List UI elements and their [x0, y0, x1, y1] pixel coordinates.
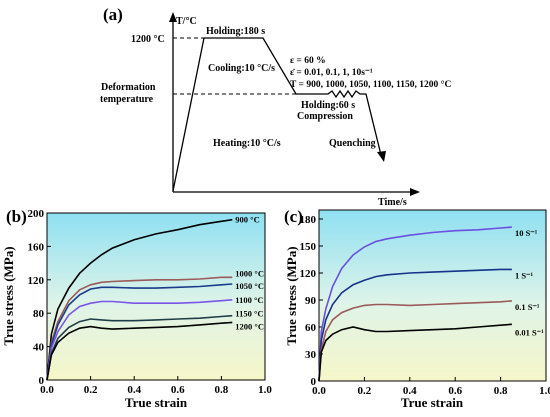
y-tick-label-1: 40 [33, 342, 45, 354]
y-tick-label-3: 90 [305, 295, 317, 307]
panel-b-ylabel: True stress (MPa) [1, 246, 16, 345]
series-label-2: 0.1 S⁻¹ [515, 302, 540, 312]
series-label-3: 0.01 S⁻¹ [515, 327, 544, 337]
x-tick-label-1: 0.2 [358, 385, 372, 397]
panel-a-ylabel: T/°C [176, 16, 197, 27]
y-tick-label-2: 80 [33, 308, 45, 320]
y-tick-label-3: 120 [28, 275, 45, 287]
panel-c-plot-area [319, 210, 546, 381]
panel-b-plot-area [47, 213, 265, 380]
panel-a-quench-arrow [377, 151, 386, 162]
panel-a-tick-temperature: temperature [100, 94, 154, 105]
panel-a-temps: T = 900, 1000, 1050, 1100, 1150, 1200 °C [290, 79, 451, 90]
y-tick-label-5: 150 [300, 241, 317, 253]
series-label-1: 1 S⁻¹ [515, 270, 534, 280]
panel-a-tick-1200: 1200 °C [131, 34, 165, 45]
x-tick-label-1: 0.2 [84, 384, 98, 396]
y-tick-label-1: 30 [305, 349, 317, 361]
panel-a-label: (a) [103, 5, 123, 24]
panel-a-rate: ε̇ = 0.01, 0.1, 1, 10s⁻¹ [290, 67, 373, 78]
x-tick-label-5: 1.0 [539, 385, 550, 397]
panel-a-compression: Compression [297, 111, 353, 122]
panel-a-holding1: Holding:180 s [206, 26, 265, 37]
panel-a-quenching: Quenching [329, 138, 376, 149]
y-tick-label-2: 60 [305, 322, 317, 334]
series-label-0: 900 °C [235, 215, 259, 225]
series-label-0: 10 S⁻¹ [515, 228, 538, 238]
panel-a-x-arrow [410, 188, 420, 196]
series-label-3: 1100 °C [235, 295, 263, 305]
y-tick-label-4: 120 [300, 268, 317, 280]
panel-a-heating: Heating:10 °C/s [213, 138, 281, 149]
panel-a-epsilon: ε = 60 % [290, 56, 326, 66]
series-label-4: 1150 °C [235, 309, 263, 319]
panel-a: (a) T/°C Time/s 1200 °C Deformation temp… [100, 5, 451, 208]
panel-c-xlabel: True strain [401, 395, 464, 410]
x-tick-label-4: 0.8 [494, 385, 508, 397]
x-tick-label-5: 1.0 [258, 384, 272, 396]
y-tick-label-5: 200 [28, 208, 45, 220]
panel-c: (c) 0.00.20.40.60.81.00306090120150180 1… [284, 207, 550, 410]
panel-a-cooling: Cooling:10 °C/s [208, 63, 275, 74]
y-tick-label-0: 0 [311, 376, 317, 388]
y-tick-label-4: 160 [28, 241, 45, 253]
panel-a-xlabel: Time/s [378, 197, 407, 208]
series-label-5: 1200 °C [235, 321, 264, 331]
y-tick-label-0: 0 [39, 375, 45, 387]
panel-c-ylabel: True stress (MPa) [284, 246, 299, 345]
panel-a-holding2: Holding:60 s [301, 100, 355, 111]
x-tick-label-4: 0.8 [215, 384, 229, 396]
panel-b-label: (b) [6, 207, 27, 226]
series-label-1: 1000 °C [235, 268, 264, 278]
panel-b-xlabel: True strain [125, 395, 188, 410]
series-label-2: 1050 °C [235, 281, 264, 291]
y-tick-label-6: 180 [300, 214, 317, 226]
panel-a-tick-deformation: Deformation [101, 82, 156, 93]
